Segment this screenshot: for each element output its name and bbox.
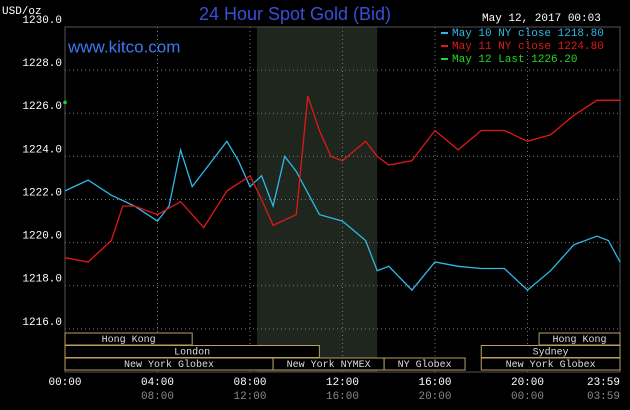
hk-time-label: 12:00 (233, 391, 266, 403)
x-tick-label: 04:00 (141, 377, 174, 389)
y-tick-label: 1220.0 (22, 231, 62, 243)
session-label: London (174, 347, 210, 359)
price-line (64, 140, 621, 292)
y-tick-label: 1222.0 (22, 187, 62, 199)
price-line (64, 95, 620, 263)
x-tick-label: 23:59 (587, 377, 620, 389)
session-label: New York NYMEX (287, 359, 371, 371)
x-tick-label: 12:00 (326, 377, 359, 389)
last-point (63, 100, 67, 105)
legend-label: May 10 NY close 1218.80 (452, 28, 604, 40)
x-tick-label: 16:00 (418, 377, 451, 389)
hk-time-label: 08:00 (141, 391, 174, 403)
hk-time-label: 00:00 (511, 391, 544, 403)
session-label: Sydney (533, 347, 569, 359)
hk-time-label: 16:00 (326, 391, 359, 403)
chart-title: 24 Hour Spot Gold (Bid) (199, 4, 391, 24)
y-tick-label: 1218.0 (22, 274, 62, 286)
session-label: New York Globex (124, 359, 214, 371)
y-tick-label: 1230.0 (22, 15, 62, 27)
timestamp: May 12, 2017 00:03 (482, 13, 601, 25)
session-box (383, 357, 466, 371)
session-box (480, 357, 621, 371)
x-tick-label: 20:00 (511, 377, 544, 389)
session-label: Hong Kong (102, 335, 156, 346)
site-label: www.kitco.com (67, 37, 180, 56)
hk-time-label: 03:59 (587, 391, 620, 403)
y-tick-label: 1216.0 (22, 317, 62, 329)
legend-label: May 12 Last 1226.20 (452, 54, 577, 66)
unit-label: USD/oz (2, 6, 42, 18)
x-tick-label: 00:00 (48, 377, 81, 389)
session-label: NY Globex (398, 359, 452, 371)
y-tick-label: 1226.0 (22, 101, 62, 113)
session-label: New York Globex (506, 359, 596, 371)
session-label: Hong Kong (553, 335, 607, 346)
legend-label: May 11 NY close 1224.80 (452, 41, 604, 53)
y-tick-label: 1228.0 (22, 58, 62, 70)
y-tick-label: 1224.0 (22, 144, 62, 156)
hk-time-label: 20:00 (418, 391, 451, 403)
x-tick-label: 08:00 (233, 377, 266, 389)
plot-frame (64, 26, 621, 373)
